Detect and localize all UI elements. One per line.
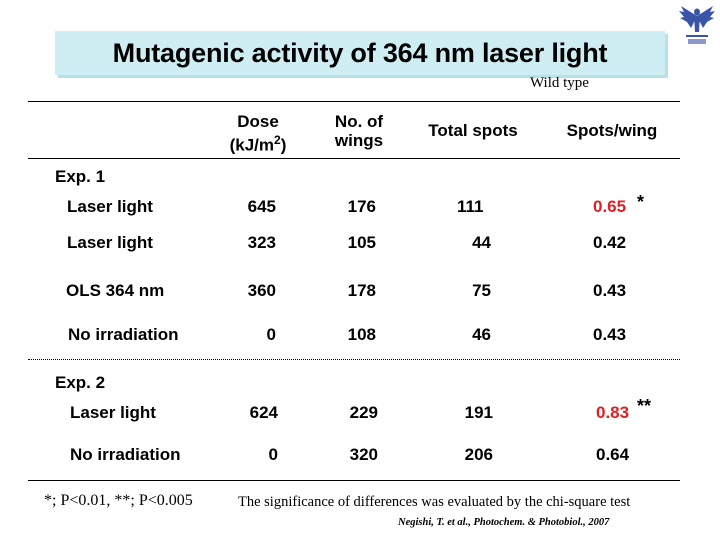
row-spots: 0.42 bbox=[593, 233, 627, 252]
row-name: Laser light bbox=[67, 197, 153, 216]
row-dose: 323 bbox=[247, 233, 276, 252]
row-name: Laser light bbox=[67, 233, 153, 252]
row-dose: 624 bbox=[249, 403, 278, 422]
row-spots: 0.43 bbox=[593, 281, 627, 300]
row-wings: 229 bbox=[349, 403, 378, 422]
header-dose: Dose (kJ/m2) bbox=[229, 112, 287, 155]
significance-legend: *; P<0.01, **; P<0.005 bbox=[44, 492, 193, 509]
row-total: 191 bbox=[464, 403, 493, 422]
citation: Negishi, T. et al., Photochem. & Photobi… bbox=[398, 517, 610, 528]
experiment-divider bbox=[28, 359, 680, 360]
row-name: No irradiation bbox=[70, 445, 181, 464]
exp2-label: Exp. 2 bbox=[55, 373, 106, 392]
row-name: No irradiation bbox=[68, 325, 179, 344]
row-dose: 0 bbox=[266, 325, 276, 344]
row-wings: 176 bbox=[347, 197, 376, 216]
row-total: 206 bbox=[464, 445, 493, 464]
row-total: 44 bbox=[472, 233, 491, 252]
method-note: The significance of differences was eval… bbox=[238, 494, 631, 510]
row-wings: 320 bbox=[349, 445, 378, 464]
title-box: Mutagenic activity of 364 nm laser light bbox=[55, 31, 665, 75]
slide-title: Mutagenic activity of 364 nm laser light bbox=[112, 38, 608, 68]
row-wings: 108 bbox=[347, 325, 376, 344]
row-wings: 105 bbox=[347, 233, 376, 252]
row-total: 75 bbox=[472, 281, 491, 300]
row-total: 46 bbox=[472, 325, 491, 344]
row-name: Laser light bbox=[70, 403, 156, 422]
exp1-label: Exp. 1 bbox=[55, 167, 106, 186]
row-spots-highlight: 0.65 bbox=[593, 197, 627, 216]
row-name: OLS 364 nm bbox=[66, 281, 165, 300]
table-header-rule bbox=[28, 158, 680, 159]
header-wings: No. of wings bbox=[334, 112, 384, 150]
row-spots: 0.64 bbox=[596, 445, 630, 464]
table-bottom-rule bbox=[28, 480, 680, 481]
row-dose: 0 bbox=[268, 445, 278, 464]
header-spots-per-wing: Spots/wing bbox=[566, 121, 658, 140]
table-top-rule bbox=[28, 101, 680, 102]
header-total-spots: Total spots bbox=[428, 121, 518, 140]
row-dose: 360 bbox=[247, 281, 276, 300]
significance-mark: * bbox=[637, 192, 645, 212]
university-emblem-icon bbox=[679, 6, 715, 44]
significance-mark: ** bbox=[637, 396, 652, 416]
slide-subtitle: Wild type bbox=[530, 75, 589, 91]
row-wings: 178 bbox=[347, 281, 376, 300]
row-total: 111 bbox=[457, 197, 484, 216]
row-spots: 0.43 bbox=[593, 325, 627, 344]
row-dose: 645 bbox=[247, 197, 276, 216]
row-spots-highlight: 0.83 bbox=[596, 403, 630, 422]
